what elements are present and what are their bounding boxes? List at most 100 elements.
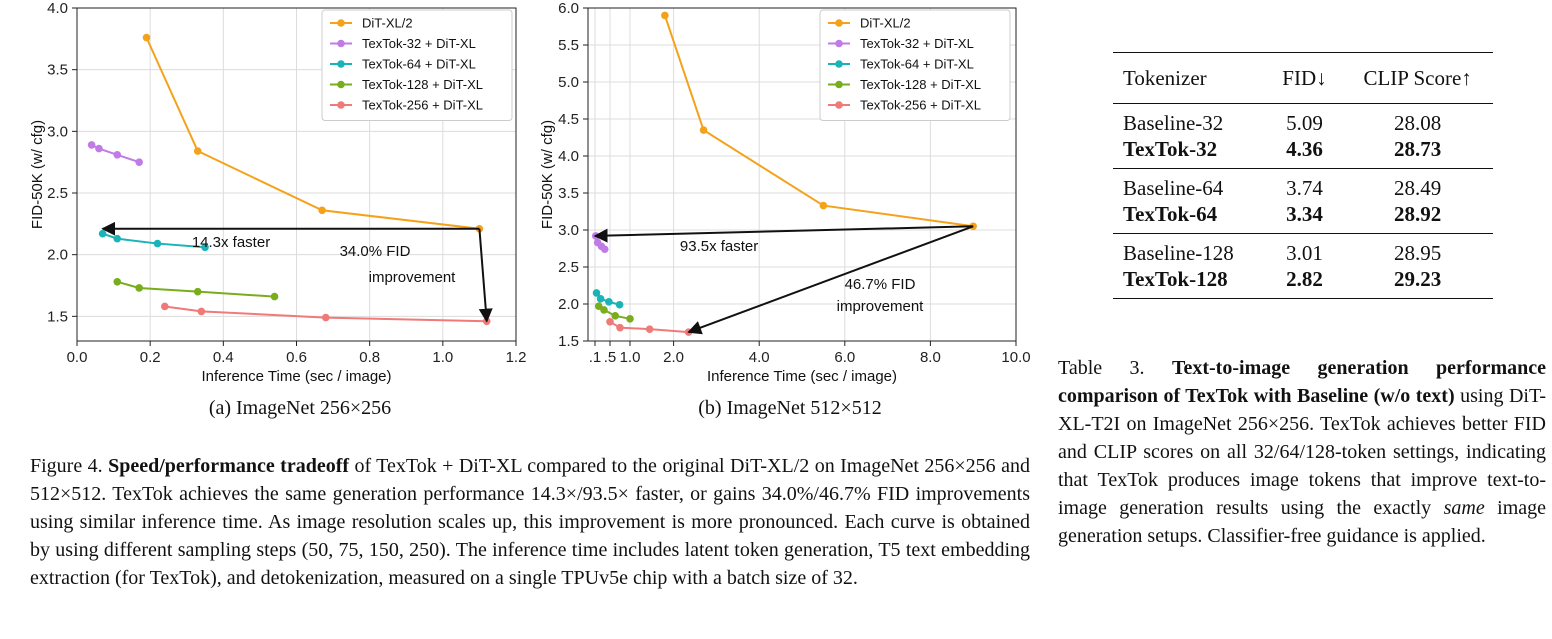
table-cell: TexTok-32 [1113, 136, 1267, 169]
chart-a-data-point [135, 158, 143, 166]
table-caption: Table 3. Text-to-image generation perfor… [1058, 354, 1546, 550]
subcaption-a: (a) ImageNet 256×256 [208, 397, 392, 419]
chart-b-data-point [592, 289, 601, 297]
table-row: Baseline-128 3.01 28.95 [1113, 234, 1493, 267]
chart-b-legend-label: TexTok-256 + DiT-XL [860, 98, 981, 113]
chart-b-data-point [596, 295, 605, 303]
chart-b-data-point [605, 297, 613, 306]
chart-b-legend-swatch-marker [835, 19, 843, 27]
figure-caption-text: of TexTok + DiT-XL compared to the origi… [30, 455, 1030, 589]
chart-a-legend-label: TexTok-32 + DiT-XL [362, 36, 476, 51]
chart-b-data-point [661, 11, 669, 20]
chart-a-data-point [270, 292, 279, 301]
chart-a-data-point [87, 141, 96, 149]
chart-a-data-point [321, 313, 330, 322]
chart-b-series-line [663, 15, 974, 228]
chart-b-legend-label: DiT-XL/2 [860, 16, 911, 31]
chart-a-y-tick-label: 1.5 [47, 308, 68, 325]
table-cell: TexTok-128 [1123, 266, 1228, 291]
chart-a-data-point [197, 307, 206, 316]
chart-b-legend-box [819, 9, 1011, 121]
chart-a-x-tick-label: 1.0 [432, 349, 453, 366]
chart-b-y-tick-label: 6.0 [558, 0, 579, 17]
chart-b-legend-label: TexTok-128 + DiT-XL [860, 77, 981, 92]
chart-b-data-point [615, 300, 624, 309]
chart-a-x-tick-label: 0.2 [140, 349, 161, 366]
table-row: Baseline-64 3.74 28.49 [1113, 169, 1493, 202]
chart-a-annotation-label: 14.3x faster [192, 234, 270, 251]
chart-b-legend-swatch-marker [835, 101, 843, 109]
chart-a-x-axis-label: Inference Time (sec / image) [201, 368, 391, 385]
chart-a-plot-frame [76, 7, 517, 342]
chart-a-legend-label: TexTok-256 + DiT-XL [362, 98, 483, 113]
chart-a-data-point [201, 243, 209, 252]
table-row: Baseline-32 5.09 28.08 [1113, 104, 1493, 137]
chart-a-data-point [318, 206, 326, 215]
chart-a-legend-label: TexTok-128 + DiT-XL [362, 77, 483, 92]
table-row: TexTok-64 3.34 28.92 [1113, 201, 1493, 234]
table-caption-bold: Text-to-image generation performance com… [1058, 357, 1546, 407]
chart-b-y-tick-label: 3.5 [558, 185, 579, 202]
table-row: TexTok-32 4.36 28.73 [1113, 136, 1493, 169]
chart-b-x-tick-label: 10.0 [1001, 349, 1030, 366]
chart-a-x-tick-label: 0.6 [286, 349, 307, 366]
table-caption-italic: same [1443, 497, 1485, 519]
chart-a-y-tick-label: 2.5 [47, 185, 68, 202]
chart-b-legend-label: TexTok-32 + DiT-XL [860, 36, 974, 51]
figure-caption: Figure 4. Speed/performance tradeoff of … [30, 452, 1030, 592]
table-cell: 29.23 [1394, 266, 1442, 291]
table-cell: 28.95 [1394, 240, 1442, 265]
chart-b-y-tick-label: 2.5 [558, 259, 579, 276]
chart-a-legend-swatch-marker [337, 19, 345, 27]
chart-a-annotation-label: 34.0% FID [340, 243, 411, 260]
table-cell: 3.01 [1286, 240, 1323, 265]
chart-b-x-tick-label: .1 [589, 349, 602, 366]
table-cell: Baseline-32 [1123, 110, 1224, 135]
table-cell: 4.36 [1266, 136, 1343, 169]
chart-a-legend-swatch-marker [337, 60, 345, 68]
table-header-row: Tokenizer FID↓ CLIP Score↑ [1113, 52, 1493, 104]
chart-b-data-point [616, 323, 624, 332]
chart-a-data-point [193, 287, 202, 296]
table-caption-text-a: using DiT-XL-T2I on ImageNet 256×256. Te… [1058, 385, 1546, 519]
chart-a-legend-label: TexTok-64 + DiT-XL [362, 57, 476, 72]
table-header-cell: FID↓ [1266, 52, 1343, 104]
chart-a-legend-label: DiT-XL/2 [362, 16, 413, 31]
chart-b-data-point [699, 126, 708, 134]
table-cell: TexTok-64 [1113, 201, 1267, 234]
table-cell: Baseline-128 [1123, 240, 1234, 265]
subcaption-b: (b) ImageNet 512×512 [698, 397, 882, 419]
chart-a-series-line [164, 305, 487, 323]
chart-b-y-tick-label: 5.0 [558, 74, 579, 91]
chart-b-annotation-label: 46.7% FID [845, 276, 916, 293]
chart-a-annotation-arrow [478, 228, 493, 323]
chart-b-annotation-arrow [593, 225, 974, 243]
chart-b-x-tick-label: 4.0 [749, 349, 770, 366]
chart-b-x-tick-label: .5 [604, 349, 617, 366]
chart-a-data-point [142, 33, 151, 42]
chart-b-y-tick-label: 4.0 [558, 148, 579, 165]
chart-b-data-point [626, 315, 634, 323]
chart-a-annotation-label: improvement [369, 269, 457, 286]
chart-b-y-tick-label: 2.0 [558, 296, 579, 313]
chart-b-series-line [609, 320, 689, 334]
chart-a-data-point [113, 278, 122, 286]
chart-a-series-line [116, 280, 275, 298]
chart-b-annotation-label: improvement [837, 298, 925, 315]
chart-b-y-tick-label: 5.5 [558, 37, 579, 54]
chart-a-y-tick-label: 2.0 [47, 247, 68, 264]
chart-a-data-point [161, 302, 169, 311]
chart-b-data-point [606, 317, 614, 326]
chart-b-x-tick-label: 8.0 [920, 349, 941, 366]
chart-b-y-tick-label: 3.0 [558, 222, 579, 239]
chart-b-legend-swatch-marker [835, 80, 843, 89]
chart-a-series-line [91, 144, 140, 164]
table-header-cell: CLIP Score↑ [1342, 52, 1493, 104]
chart-b-data-point [594, 302, 603, 311]
chart-a-y-tick-label: 3.0 [47, 123, 68, 140]
chart-b-annotation-label: 93.5x faster [680, 238, 758, 255]
table-cell: 28.92 [1342, 201, 1493, 234]
table-cell: Baseline-64 [1123, 175, 1224, 200]
table-caption-label: Table 3. [1058, 357, 1145, 379]
table-cell: 3.74 [1286, 175, 1323, 200]
